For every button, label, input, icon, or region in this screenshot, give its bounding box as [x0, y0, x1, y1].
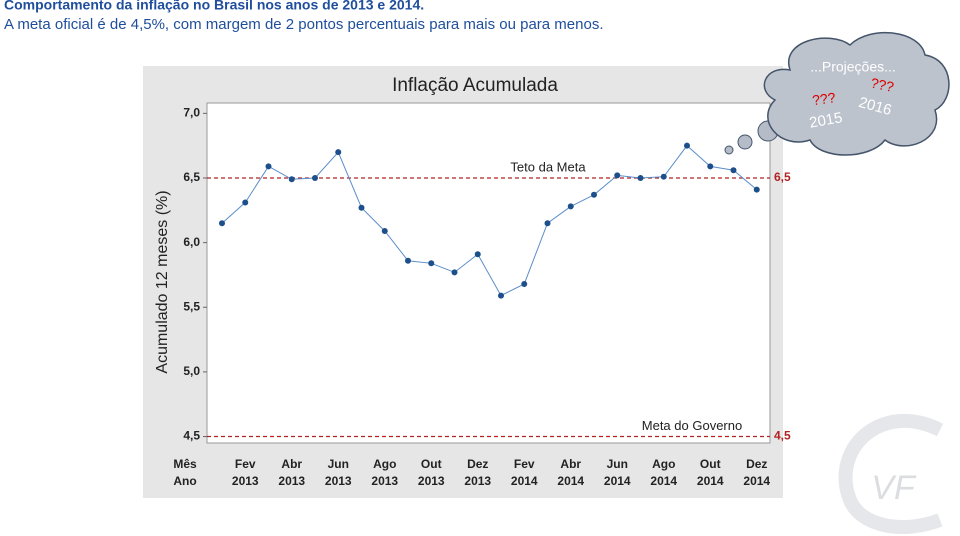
x-tick-year: 2013 — [325, 474, 352, 488]
reference-name: Meta do Governo — [642, 418, 742, 433]
data-point — [521, 280, 528, 287]
data-point — [381, 227, 388, 234]
bubble — [724, 145, 734, 155]
x-tick-label: Out — [421, 457, 442, 471]
y-tick-label: 5,5 — [183, 299, 200, 313]
y-tick-label: 5,0 — [183, 364, 200, 378]
data-point — [288, 176, 295, 183]
data-point — [614, 172, 621, 179]
y-tick-label: 7,0 — [183, 106, 200, 120]
x-tick-year: 2014 — [650, 474, 677, 488]
callout-title: ...Projeções... — [810, 59, 896, 75]
data-point — [707, 163, 714, 170]
projection-cloud: ...Projeções... ??? 2015 ??? 2016 — [724, 32, 950, 156]
data-point — [684, 142, 690, 149]
slide-subtitle: A meta oficial é de 4,5%, com margem de … — [4, 16, 604, 33]
data-point — [428, 260, 435, 267]
x-tick-label: Dez — [467, 457, 488, 471]
x-tick-year: 2013 — [371, 474, 398, 488]
series-line — [221, 144, 758, 297]
x-tick-year: 2014 — [604, 474, 631, 488]
x-tick-year: 2013 — [418, 474, 445, 488]
x-tick-label: Abr — [281, 457, 302, 471]
y-tick-label: 6,5 — [183, 170, 200, 184]
x-tick-label: Out — [700, 457, 721, 471]
x-tick-year: 2013 — [464, 474, 491, 488]
x-tick-year: 2014 — [511, 474, 538, 488]
data-point — [405, 257, 411, 264]
data-point — [265, 163, 272, 170]
data-point — [637, 174, 644, 181]
reference-value: 4,5 — [774, 429, 791, 443]
reference-value: 6,5 — [774, 170, 791, 184]
data-point — [358, 204, 365, 211]
data-point — [660, 173, 667, 180]
x-tick-label: Dez — [746, 457, 767, 471]
data-point — [219, 220, 225, 227]
reference-name: Teto da Meta — [510, 159, 586, 174]
data-point — [474, 251, 481, 258]
data-point — [312, 174, 318, 181]
callout-year: 2015 — [808, 109, 844, 132]
y-tick-label: 6,0 — [183, 235, 200, 249]
y-axis-title: Acumulado 12 meses (%) — [154, 190, 171, 373]
x-tick-label: Ago — [373, 457, 396, 471]
x-row-label: Ano — [173, 474, 196, 488]
data-point — [544, 220, 551, 227]
data-point — [498, 292, 504, 299]
data-point — [242, 199, 249, 206]
x-tick-label: Abr — [560, 457, 581, 471]
callout-question: ??? — [811, 89, 837, 108]
chart-title: Inflação Acumulada — [392, 75, 558, 96]
x-tick-year: 2014 — [697, 474, 724, 488]
data-point — [730, 167, 737, 174]
callout-question: ??? — [869, 74, 895, 95]
x-tick-year: 2014 — [743, 474, 770, 488]
data-point — [591, 191, 597, 198]
x-tick-label: Ago — [652, 457, 675, 471]
x-tick-year: 2013 — [232, 474, 259, 488]
data-point — [335, 149, 342, 156]
y-tick-label: 4,5 — [183, 429, 200, 443]
logo: VF — [838, 413, 944, 534]
x-row-label: Mês — [173, 457, 197, 471]
slide-title: Comportamento da inflação no Brasil nos … — [4, 0, 424, 13]
x-tick-year: 2013 — [278, 474, 305, 488]
data-point — [451, 269, 458, 276]
data-point — [567, 203, 574, 210]
x-tick-year: 2014 — [557, 474, 584, 488]
x-tick-label: Jun — [328, 457, 349, 471]
x-tick-label: Jun — [607, 457, 628, 471]
bubble — [737, 134, 753, 150]
x-tick-label: Fev — [514, 457, 535, 471]
x-tick-label: Fev — [235, 457, 256, 471]
data-point — [753, 186, 760, 193]
logo-text: VF — [871, 469, 917, 507]
